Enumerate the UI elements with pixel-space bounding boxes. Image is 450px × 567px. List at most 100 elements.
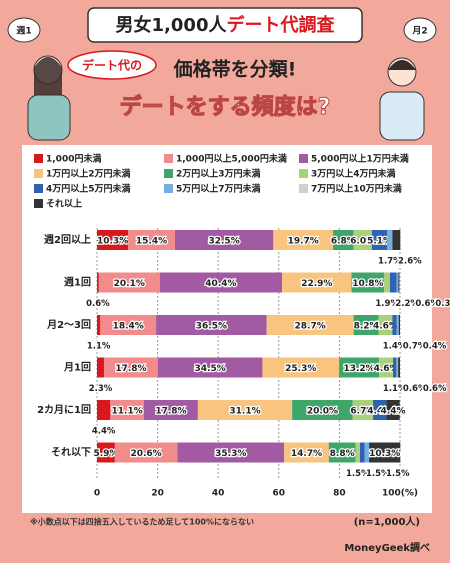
value-label: 2.6% bbox=[398, 257, 422, 267]
tag-text: デート代の bbox=[82, 58, 142, 73]
bar-segment bbox=[398, 315, 400, 335]
y-tick-label: 月2～3回 bbox=[46, 319, 91, 331]
chart: 1,000円未満 1,000円以上5,000円未満 5,000円以上1万円未満 1万円… bbox=[34, 153, 450, 499]
value-label: 5.1% bbox=[367, 237, 392, 247]
value-label: 4.4% bbox=[92, 427, 116, 437]
bar-segment bbox=[114, 442, 178, 463]
legend-label: それ以上 bbox=[46, 198, 82, 210]
person-hair bbox=[388, 60, 416, 70]
bar-segment bbox=[384, 272, 391, 293]
bar-segment bbox=[177, 442, 285, 463]
bar-segment bbox=[398, 272, 400, 293]
value-label: 11.1% bbox=[112, 407, 143, 417]
bar-segment bbox=[292, 400, 353, 420]
legend-swatch bbox=[164, 154, 173, 163]
bubble bbox=[403, 17, 437, 43]
value-label: 15.4% bbox=[136, 237, 167, 247]
person-hair bbox=[34, 57, 62, 95]
legend-label: 4万円以上5万円未満 bbox=[46, 183, 131, 195]
bar-segment bbox=[360, 442, 365, 463]
value-label: 1.7% bbox=[378, 257, 402, 267]
value-label: 0.4% bbox=[423, 342, 447, 352]
value-label: 4.6% bbox=[373, 322, 398, 332]
bar-segment bbox=[396, 357, 399, 378]
value-label: 4.6% bbox=[374, 364, 399, 374]
legend-swatch bbox=[164, 169, 173, 178]
bar-segment bbox=[364, 442, 370, 463]
bar-segment bbox=[110, 400, 144, 420]
value-label: 0.7% bbox=[403, 342, 427, 352]
bar-segment bbox=[355, 442, 361, 463]
value-label: 1.1% bbox=[383, 384, 407, 394]
value-label: 31.1% bbox=[229, 407, 260, 417]
bar-segment bbox=[156, 315, 267, 335]
bar-segment bbox=[273, 230, 334, 250]
bar-segment bbox=[284, 442, 329, 463]
title-part: 男女1,000人 bbox=[116, 14, 228, 36]
bar-segment bbox=[353, 315, 379, 335]
value-label: 8.2% bbox=[354, 322, 379, 332]
bar-segment bbox=[97, 315, 101, 335]
legend-swatch bbox=[299, 169, 308, 178]
x-tick-label: 100(%) bbox=[382, 489, 418, 499]
bar-segment bbox=[197, 400, 293, 420]
legend-label: 3万円以上4万円未満 bbox=[311, 168, 396, 180]
value-label: 20.6% bbox=[130, 449, 161, 459]
bar-segment bbox=[97, 272, 99, 293]
legend-label: 1万円以上2万円未満 bbox=[46, 168, 131, 180]
value-label: 10.3% bbox=[97, 237, 128, 247]
legend-swatch bbox=[34, 154, 43, 163]
value-label: 0.6% bbox=[403, 384, 427, 394]
question: デートをする頻度は? bbox=[120, 94, 331, 120]
value-label: 1.5% bbox=[366, 469, 390, 479]
value-label: 36.5% bbox=[196, 322, 227, 332]
value-label: 10.3% bbox=[369, 449, 400, 459]
value-label: 14.7% bbox=[291, 449, 322, 459]
value-label: 32.5% bbox=[208, 237, 239, 247]
value-label: 1.1% bbox=[87, 342, 111, 352]
bar-segment bbox=[97, 400, 111, 420]
legend-swatch bbox=[299, 184, 308, 193]
value-label: 13.2% bbox=[343, 364, 374, 374]
bar-segment bbox=[262, 357, 340, 378]
bar-segment bbox=[369, 442, 401, 463]
legend-label: 7万円以上10万円未満 bbox=[311, 183, 402, 195]
tag-bubble bbox=[67, 50, 157, 80]
y-tick-label: 2カ月に1回 bbox=[37, 404, 91, 416]
value-label: 22.9% bbox=[301, 279, 332, 289]
bubble-text: 月2 bbox=[411, 26, 427, 37]
bar-segment bbox=[98, 272, 160, 293]
x-tick-label: 20 bbox=[151, 489, 164, 499]
legend-swatch bbox=[34, 184, 43, 193]
value-label: 1.4% bbox=[383, 342, 407, 352]
bar-segment bbox=[157, 357, 263, 378]
person-body bbox=[379, 91, 425, 141]
value-label: 28.7% bbox=[295, 322, 326, 332]
value-label: 1.5% bbox=[346, 469, 370, 479]
legend-label: 1,000円未満 bbox=[46, 153, 101, 165]
bubble bbox=[7, 17, 41, 43]
value-label: 1.9% bbox=[375, 299, 399, 309]
title-part: デート代調査 bbox=[226, 14, 334, 36]
value-label: 0.6% bbox=[415, 299, 439, 309]
title-box bbox=[87, 7, 363, 43]
x-tick-label: 80 bbox=[333, 489, 346, 499]
bar-segment bbox=[373, 400, 387, 420]
bar-segment bbox=[398, 357, 400, 378]
bar-segment bbox=[333, 230, 354, 250]
bar-segment bbox=[328, 442, 356, 463]
value-label: 34.5% bbox=[195, 364, 226, 374]
bar-segment bbox=[392, 315, 397, 335]
bar-segment bbox=[174, 230, 274, 250]
legend-label: 5万円以上7万円未満 bbox=[176, 183, 261, 195]
bar-segment bbox=[352, 400, 374, 420]
bar-segment bbox=[353, 230, 372, 250]
bar-segment bbox=[379, 357, 394, 378]
bar-segment bbox=[392, 230, 401, 250]
bar-segment bbox=[143, 400, 198, 420]
source: MoneyGeek調べ bbox=[344, 541, 430, 554]
y-tick-label: 週2回以上 bbox=[44, 233, 91, 246]
y-tick-label: 月1回 bbox=[63, 362, 91, 374]
value-label: 40.4% bbox=[205, 279, 236, 289]
value-label: 17.8% bbox=[115, 364, 146, 374]
